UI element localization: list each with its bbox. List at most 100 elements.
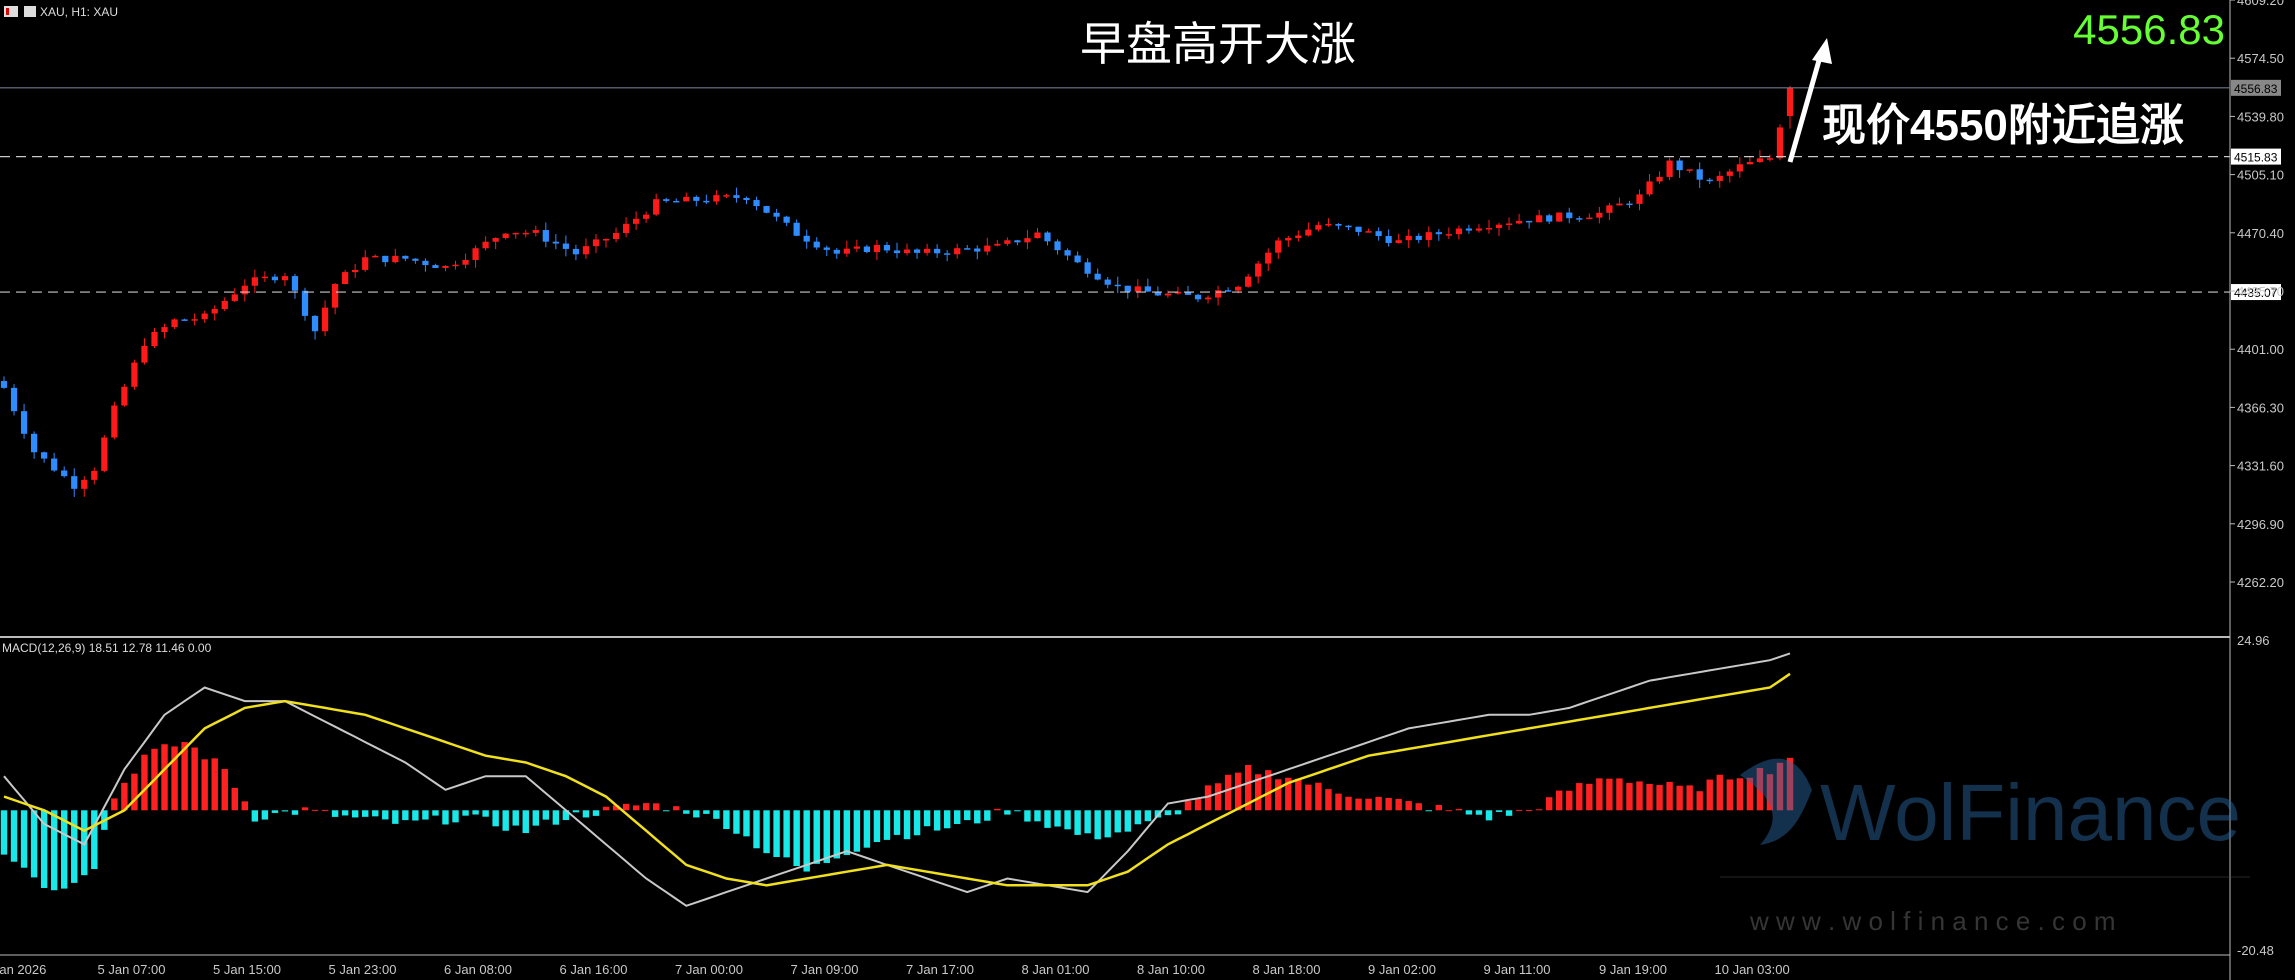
price-level-label: 4556.83 <box>2234 82 2278 96</box>
macd-histogram-bar <box>813 810 820 864</box>
macd-histogram-bar <box>191 747 198 811</box>
candle-body <box>412 258 419 261</box>
candle-body <box>1285 237 1292 241</box>
macd-histogram-bar <box>1746 777 1754 811</box>
macd-histogram-bar <box>913 810 921 836</box>
macd-histogram-bar <box>10 810 18 862</box>
chart-type-icon <box>24 6 36 17</box>
candle-body <box>542 230 549 242</box>
candle-body <box>101 437 108 471</box>
macd-histogram-bar <box>1505 810 1513 816</box>
macd-histogram-bar <box>592 810 600 816</box>
macd-histogram-bar <box>422 810 429 820</box>
candle-body <box>1736 164 1743 172</box>
candle-body <box>1014 240 1021 243</box>
macd-histogram-bar <box>883 810 891 840</box>
macd-histogram-bar <box>673 806 680 811</box>
candle-body <box>552 241 559 244</box>
macd-histogram-bar <box>1445 810 1453 812</box>
candle-body <box>91 470 98 480</box>
candle-body <box>1275 240 1282 253</box>
macd-histogram-bar <box>1385 797 1392 811</box>
macd-histogram-bar <box>1626 782 1633 811</box>
macd-y-tick-label: -20.48 <box>2237 943 2274 958</box>
candle-body <box>582 246 590 255</box>
macd-histogram-bar <box>181 742 188 811</box>
price-axis: 4609.20 4574.50 4539.80 4505.10 4470.40 4435.… <box>2230 0 2284 958</box>
macd-histogram-bar <box>1275 779 1282 811</box>
macd-histogram-bar <box>542 810 550 820</box>
candle-body <box>773 212 780 217</box>
macd-histogram-bar <box>241 801 249 811</box>
watermark: WolFinance w w w . w o l f i n a n c e .… <box>1720 758 2250 936</box>
macd-histogram-bar <box>1044 810 1051 828</box>
macd-histogram-bar <box>452 810 459 823</box>
macd-histogram-bar <box>1365 798 1372 811</box>
macd-histogram-bar <box>1184 801 1192 811</box>
candle-body <box>843 248 850 254</box>
macd-histogram-bar <box>652 803 660 811</box>
macd-histogram-bar <box>562 810 570 821</box>
macd-histogram-bar <box>1766 774 1774 811</box>
macd-histogram-bar <box>1475 810 1483 815</box>
candle-body <box>1004 240 1011 244</box>
candle-body <box>1044 232 1051 242</box>
candle-body <box>472 248 479 260</box>
candle-body <box>683 196 690 202</box>
macd-histogram-bar <box>1756 768 1764 811</box>
macd-histogram-bar <box>753 810 760 849</box>
macd-histogram-bar <box>462 810 469 816</box>
candle-body <box>1315 225 1322 230</box>
candle-body <box>442 265 449 268</box>
macd-histogram-bar <box>1525 809 1533 811</box>
price-level-tag <box>2231 284 2281 301</box>
price-display: 4556.83 <box>2073 6 2225 53</box>
macd-histogram-bar <box>1255 774 1262 811</box>
candle-body <box>1335 223 1342 226</box>
candle-body <box>271 276 279 281</box>
candle-body <box>1325 223 1332 226</box>
macd-histogram-bar <box>683 810 690 814</box>
candle-body <box>1586 217 1593 220</box>
macd-histogram-bar <box>1325 789 1332 811</box>
candle-body <box>1154 291 1161 296</box>
macd-histogram-bar <box>1214 783 1222 811</box>
macd-histogram-bar <box>432 810 439 816</box>
macd-histogram-bar <box>1134 810 1142 825</box>
candle-body <box>974 248 981 252</box>
macd-histogram-bar <box>1004 810 1011 815</box>
candle-body <box>1536 215 1543 223</box>
candle-body <box>311 315 319 332</box>
macd-histogram-bar <box>1415 803 1422 811</box>
macd-histogram-bar <box>923 810 931 827</box>
current-price-annotation: 现价4550附近追涨 <box>1822 100 2184 151</box>
macd-histogram-bar <box>1686 785 1693 811</box>
x-tick-label: 7 Jan 00:00 <box>675 962 743 977</box>
macd-histogram-bar <box>943 810 951 829</box>
candle-body <box>1566 212 1573 219</box>
macd-histogram-bar <box>1074 810 1081 835</box>
macd-histogram-bar <box>733 810 740 834</box>
macd-histogram-bar <box>60 810 68 889</box>
macd-histogram-bar <box>873 810 881 843</box>
macd-histogram-bar <box>1335 793 1342 811</box>
macd-histogram-bar <box>582 810 590 818</box>
candle-body <box>1305 229 1312 236</box>
macd-histogram-bar <box>1666 781 1673 811</box>
macd-histogram-bar <box>763 810 770 854</box>
candle-body <box>1074 255 1081 263</box>
macd-histogram-bar <box>372 810 379 817</box>
macd-histogram-bar <box>412 810 419 821</box>
candle-body <box>432 265 439 268</box>
time-axis: 2 Jan 2026 5 Jan 07:00 5 Jan 15:00 5 Jan 23… <box>0 962 1790 977</box>
macd-histogram-bar <box>823 810 830 863</box>
macd-histogram-bar <box>863 810 871 848</box>
macd-histogram-bar <box>1014 810 1021 812</box>
candle-body <box>0 381 8 388</box>
candle-body <box>81 479 88 489</box>
candle-body <box>1124 285 1131 292</box>
candle-body <box>111 405 118 438</box>
macd-histogram-bar <box>964 810 971 821</box>
candle-body <box>301 290 309 316</box>
x-tick-label: 5 Jan 23:00 <box>329 962 397 977</box>
